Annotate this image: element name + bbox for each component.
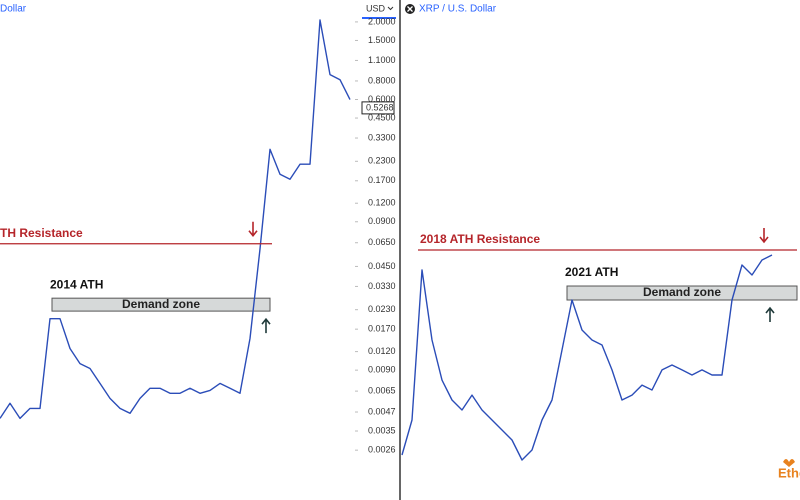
y-tick-label: 0.0900	[368, 216, 396, 226]
right-title: XRP / U.S. Dollar	[419, 4, 497, 15]
watermark: Ethe	[778, 465, 800, 480]
y-tick-label: 0.0047	[368, 406, 396, 416]
left-title: Dollar	[0, 4, 27, 15]
y-tick-label: 0.1200	[368, 198, 396, 208]
resistance-label: TH Resistance	[0, 226, 83, 240]
y-tick-label: 0.0450	[368, 261, 396, 271]
y-tick-label: 0.3300	[368, 132, 396, 142]
demand-zone	[51, 297, 271, 312]
y-tick-label: 0.0650	[368, 237, 396, 247]
y-tick-label: 0.0120	[368, 346, 396, 356]
y-tick-label: 0.1700	[368, 175, 396, 185]
ath-label: 2014 ATH	[50, 277, 103, 291]
y-tick-label: 0.0035	[368, 425, 396, 435]
resistance-label: 2018 ATH Resistance	[420, 232, 540, 246]
y-tick-label: 0.0090	[368, 365, 396, 375]
y-tick-label: 0.0230	[368, 304, 396, 314]
y-tick-label: 0.0330	[368, 281, 396, 291]
last-price-box	[361, 101, 395, 115]
demand-zone	[566, 285, 798, 301]
down-arrow	[759, 228, 769, 244]
currency-selector[interactable]: USD	[366, 3, 386, 13]
demand-zone-label: Demand zone	[122, 297, 200, 311]
y-tick-label: 1.5000	[368, 35, 396, 45]
price-line	[0, 19, 351, 420]
left-panel: Demand zone TH Resistance 2014 ATH 2.0000 1.…	[0, 16, 396, 455]
y-tick-label: 0.6000	[368, 94, 396, 104]
currency-dropdown[interactable]	[387, 6, 394, 11]
watermark-icon	[783, 459, 795, 467]
y-tick-label: 0.0065	[368, 385, 396, 395]
up-arrow	[261, 317, 271, 334]
y-tick-label: 2.0000	[368, 16, 396, 26]
ath-label: 2021 ATH	[565, 265, 618, 279]
y-tick-label: 1.1000	[368, 55, 396, 65]
right-panel: Demand zone 2018 ATH Resistance 2021 ATH	[401, 228, 798, 461]
y-tick-label: 0.0026	[368, 445, 396, 455]
y-tick-label: 0.0170	[368, 324, 396, 334]
symbol-icon-x	[407, 6, 413, 12]
y-tick-label: 0.4500	[368, 112, 396, 122]
demand-zone-label: Demand zone	[643, 285, 721, 299]
up-arrow	[765, 306, 775, 322]
y-tick-label: 0.8000	[368, 75, 396, 85]
price-line	[401, 254, 773, 461]
last-price-label: 0.5268	[366, 102, 394, 112]
down-arrow	[248, 221, 258, 238]
y-tick-label: 0.2300	[368, 156, 396, 166]
